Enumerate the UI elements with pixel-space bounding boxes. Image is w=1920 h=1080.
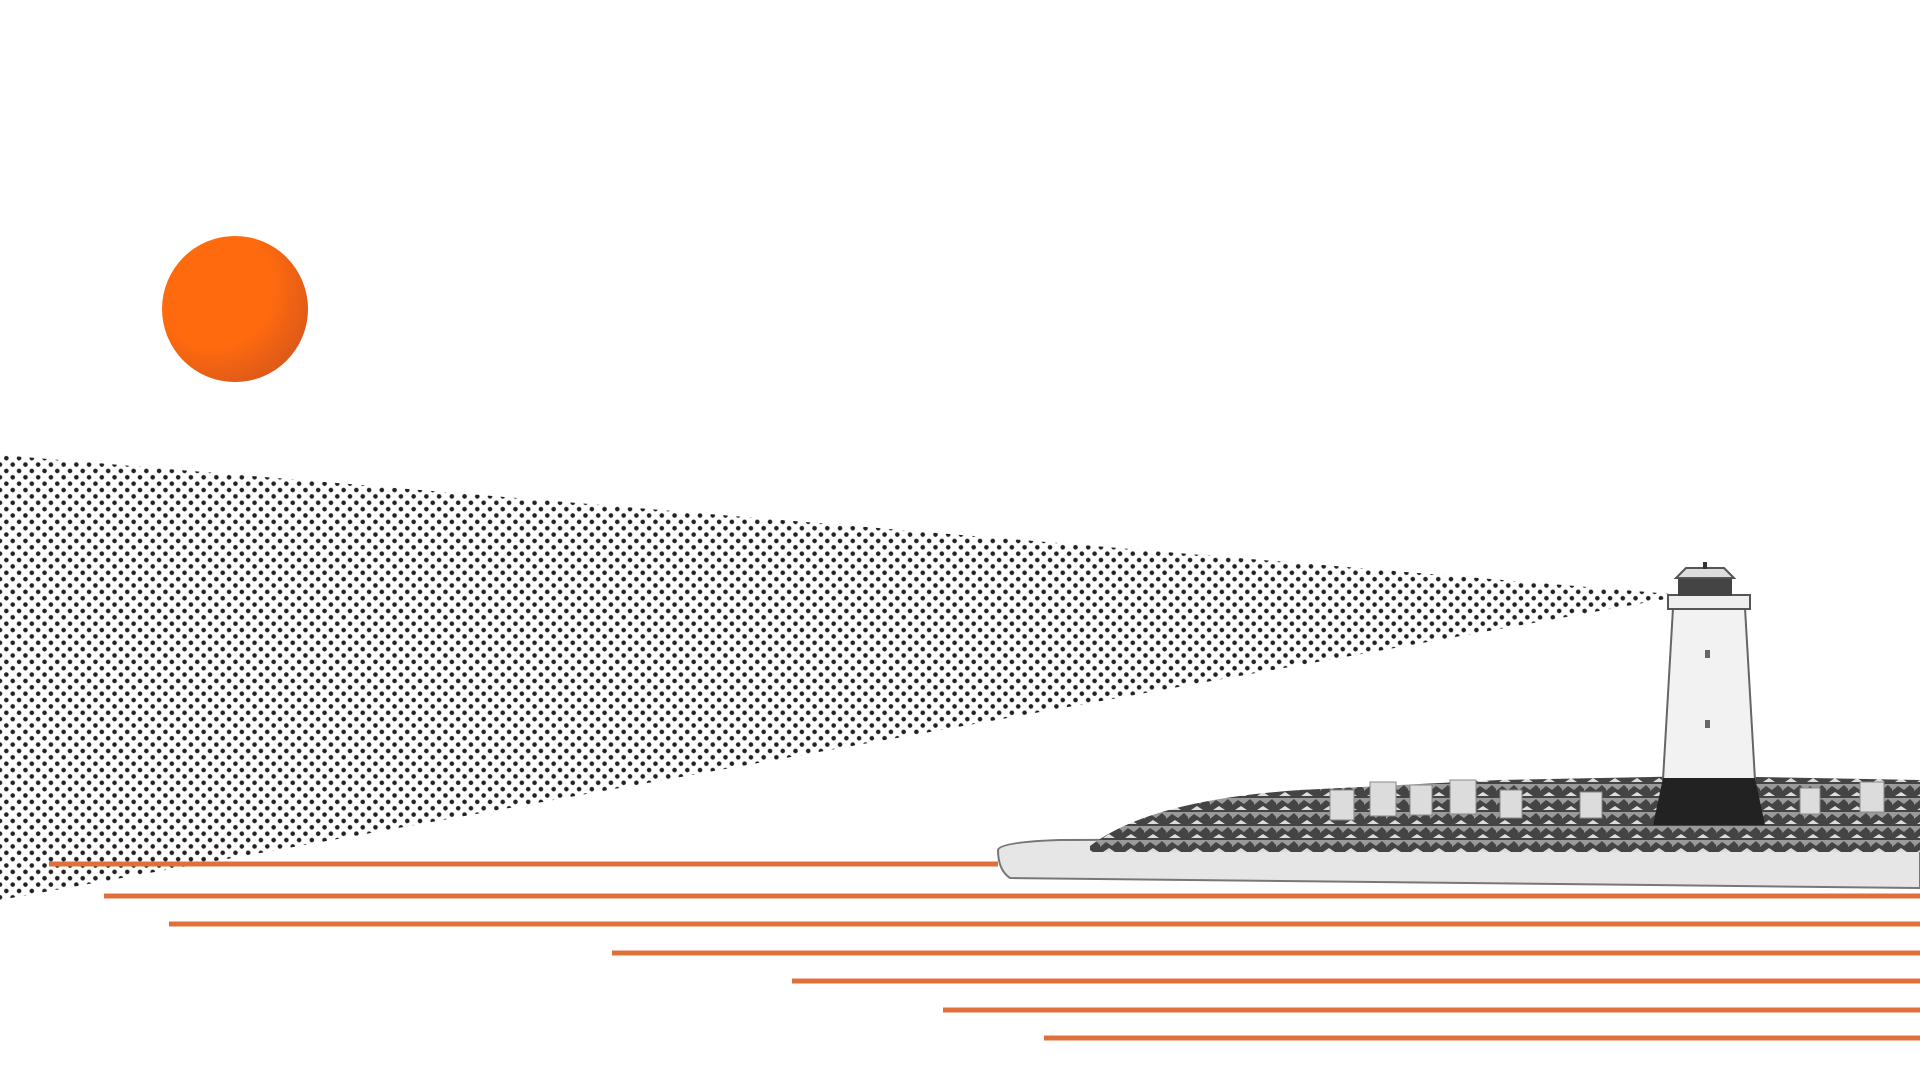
sun (162, 236, 308, 382)
water-lines (49, 861, 1920, 1041)
lighthouse (1653, 562, 1765, 825)
island (996, 776, 1920, 890)
light-beam (0, 455, 1671, 900)
